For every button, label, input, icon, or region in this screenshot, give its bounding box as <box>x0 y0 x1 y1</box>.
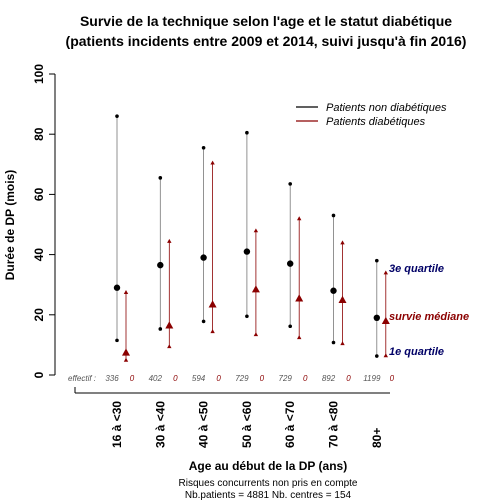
annotation-median: survie médiane <box>389 311 469 323</box>
legend-label-non-diabetic: Patients non diabétiques <box>326 102 447 114</box>
q3-point <box>210 160 215 165</box>
q3-point <box>375 258 379 263</box>
median-point <box>113 284 121 291</box>
q1-point <box>210 329 215 334</box>
y-tick-label: 0 <box>32 371 46 378</box>
legend-label-diabetic: Patients diabétiques <box>326 116 426 128</box>
chart-title-line2: (patients incidents entre 2009 et 2014, … <box>66 33 467 49</box>
q1-point <box>297 335 302 340</box>
median-point <box>251 285 260 293</box>
effectif-values: 336 402 594 729 729 892 1199 0 0 0 0 0 0 0 <box>105 374 394 383</box>
median-point <box>208 300 217 308</box>
median-point <box>287 260 294 267</box>
x-category-label: 30 à <40 <box>153 401 167 448</box>
median-point <box>330 287 337 294</box>
q1-point <box>383 353 388 358</box>
effectif-value: 1199 <box>363 374 381 383</box>
q1-point <box>288 324 293 329</box>
effectif-value: 729 <box>279 374 293 383</box>
chart-title-line1: Survie de la technique selon l'age et le… <box>80 13 452 29</box>
x-category-label: 40 à <50 <box>197 401 211 448</box>
median-point <box>200 254 207 261</box>
q3-point <box>288 182 293 186</box>
q3-point <box>297 216 302 221</box>
y-tick-label: 40 <box>32 248 46 262</box>
footer-counts: Nb.patients = 4881 Nb. centres = 154 <box>185 490 352 501</box>
q1-point <box>123 357 129 362</box>
median-point <box>165 321 174 329</box>
q3-point <box>201 145 206 150</box>
x-category-label: 80+ <box>370 428 384 448</box>
x-category-label: 16 à <30 <box>110 401 124 448</box>
y-axis-title: Durée de DP (mois) <box>3 170 17 280</box>
q1-point <box>340 341 345 346</box>
effectif-value: 0 <box>216 374 221 383</box>
q1-point <box>201 319 206 324</box>
q3-point <box>123 290 129 294</box>
q1-point <box>253 332 259 337</box>
effectif-value: 0 <box>260 374 265 383</box>
q1-point <box>158 327 163 331</box>
y-tick-label: 20 <box>32 308 46 322</box>
q1-point <box>167 344 172 349</box>
effectif-value: 0 <box>173 374 178 383</box>
effectif-value: 402 <box>149 374 163 383</box>
q3-point <box>383 270 388 275</box>
median-point <box>381 316 390 325</box>
q3-point <box>167 238 172 243</box>
effectif-value: 0 <box>303 374 308 383</box>
q1-point <box>331 340 336 345</box>
q1-point <box>245 314 249 319</box>
median-point <box>295 294 304 302</box>
effectif-value: 0 <box>390 374 395 383</box>
q1-point <box>115 338 119 343</box>
effectif-value: 729 <box>235 374 249 383</box>
q3-point <box>331 213 336 218</box>
effectif-value: 336 <box>105 374 119 383</box>
effectif-label: effectif : <box>68 374 96 383</box>
effectif-value: 0 <box>130 374 135 383</box>
effectif-value: 892 <box>322 374 336 383</box>
x-axis-title: Age au début de la DP (ans) <box>189 459 347 473</box>
median-point <box>338 295 347 303</box>
y-tick-label: 100 <box>32 64 46 84</box>
effectif-value: 0 <box>346 374 351 383</box>
x-category-label: 50 à <60 <box>240 401 254 448</box>
y-axis: 0 20 40 60 80 100 <box>32 64 56 378</box>
data-marks <box>113 114 390 362</box>
x-axis: 16 à <30 30 à <40 40 à <50 50 à <60 60 à <70… <box>74 387 390 448</box>
y-tick-label: 60 <box>32 187 46 201</box>
q3-point <box>245 130 249 135</box>
median-point <box>373 314 380 322</box>
median-point <box>157 261 164 269</box>
y-tick-label: 80 <box>32 127 46 141</box>
effectif-value: 594 <box>192 374 206 383</box>
x-category-label: 60 à <70 <box>283 401 297 448</box>
q3-point <box>340 240 345 245</box>
q3-point <box>253 228 259 233</box>
x-category-label: 70 à <80 <box>327 401 341 448</box>
annotation-q3: 3e quartile <box>389 263 444 275</box>
legend: Patients non diabétiques Patients diabét… <box>296 102 447 128</box>
footer-note: Risques concurrents non pris en compte <box>179 478 358 489</box>
q3-point <box>158 176 163 180</box>
q3-point <box>115 114 119 118</box>
median-point <box>122 348 130 356</box>
annotation-q1: 1e quartile <box>389 346 444 358</box>
median-point <box>243 248 251 255</box>
q1-point <box>375 354 379 358</box>
